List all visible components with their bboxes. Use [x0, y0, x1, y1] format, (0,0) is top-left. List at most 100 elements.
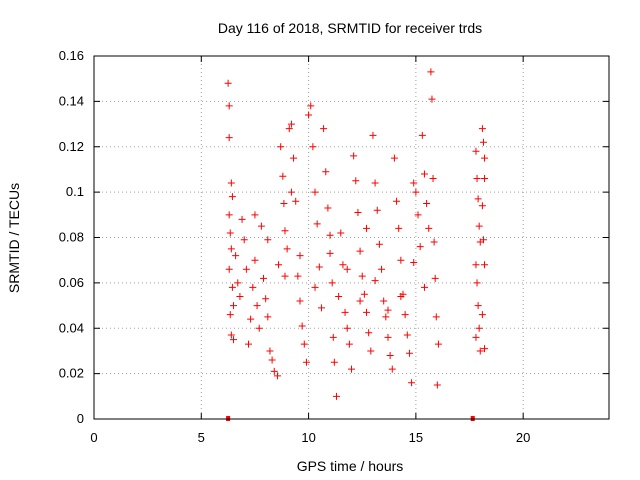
data-point	[472, 333, 480, 341]
data-point	[356, 247, 364, 255]
data-point	[245, 340, 252, 348]
data-point	[410, 258, 418, 266]
data-point	[431, 274, 439, 282]
data-point	[363, 308, 371, 316]
data-point	[412, 188, 420, 196]
data-point	[260, 274, 268, 282]
data-point	[251, 256, 259, 264]
data-point	[420, 283, 428, 291]
data-point	[341, 308, 349, 316]
y-tick-label: 0.02	[59, 366, 84, 381]
data-point	[475, 324, 483, 332]
data-point	[228, 193, 236, 201]
data-point	[337, 229, 345, 237]
data-point	[384, 333, 392, 341]
data-point	[475, 222, 483, 230]
data-point	[249, 283, 257, 291]
y-tick-label: 0.16	[59, 48, 84, 63]
data-point	[350, 152, 358, 160]
data-point	[397, 256, 405, 264]
data-point	[371, 277, 379, 285]
data-point	[356, 297, 364, 305]
x-axis-label: GPS time / hours	[297, 458, 404, 474]
data-point	[292, 197, 300, 205]
axis-ticks: 0 0.02 0.04 0.06 0.08 0.1 0.12 0.14 0.16 0 5 10 15 20	[59, 48, 609, 445]
x-tick-label: 10	[301, 430, 315, 445]
data-point	[397, 292, 405, 300]
data-point	[287, 120, 295, 128]
data-point	[367, 347, 375, 355]
data-point	[373, 206, 381, 214]
data-point	[339, 261, 347, 269]
data-point	[290, 154, 298, 162]
data-point	[416, 243, 424, 251]
data-point	[352, 177, 360, 185]
data-point	[283, 245, 291, 253]
data-point	[225, 265, 233, 273]
data-point	[315, 263, 323, 271]
data-point	[481, 154, 489, 162]
data-point	[326, 231, 334, 239]
data-point	[371, 179, 379, 187]
data-point	[478, 202, 486, 210]
data-point	[322, 168, 330, 176]
data-point	[348, 365, 355, 373]
data-point	[296, 252, 304, 260]
data-point	[279, 172, 287, 180]
data-point	[481, 345, 489, 353]
data-point	[281, 272, 289, 280]
data-point	[358, 272, 366, 280]
data-point	[247, 315, 255, 323]
x-tick-label: 15	[409, 430, 423, 445]
y-tick-label: 0.12	[59, 139, 84, 154]
data-point	[474, 302, 482, 310]
data-point	[418, 131, 426, 139]
data-point	[238, 215, 246, 223]
y-tick-label: 0.06	[59, 275, 84, 290]
data-point	[474, 195, 482, 203]
data-point	[414, 211, 422, 219]
data-point	[226, 311, 234, 319]
data-point	[294, 272, 302, 280]
data-point	[378, 265, 386, 273]
data-point	[242, 265, 250, 273]
data-point	[363, 224, 371, 232]
data-point	[478, 311, 486, 319]
data-point	[326, 249, 334, 257]
data-point	[302, 358, 310, 366]
data-point	[478, 125, 486, 133]
data-point	[380, 297, 388, 305]
data-point	[298, 322, 306, 330]
data-point	[229, 302, 237, 310]
data-point	[365, 329, 373, 337]
data-point	[360, 290, 368, 298]
data-point	[432, 313, 440, 321]
y-tick-label: 0.14	[59, 93, 84, 108]
data-point	[324, 204, 332, 212]
data-point	[390, 154, 398, 162]
data-point	[251, 211, 259, 219]
y-tick-label: 0.08	[59, 230, 84, 245]
data-point	[270, 367, 278, 375]
data-point	[420, 170, 428, 178]
data-point	[309, 143, 317, 151]
data-point	[335, 292, 343, 300]
data-point	[226, 229, 234, 237]
data-point	[425, 224, 433, 232]
data-point	[423, 199, 431, 207]
data-point	[311, 283, 319, 291]
data-point	[434, 340, 442, 348]
data-point	[317, 304, 325, 312]
data-point	[287, 188, 295, 196]
data-point	[401, 311, 409, 319]
data-point	[429, 175, 437, 183]
data-point	[313, 220, 321, 228]
data-point	[332, 392, 340, 400]
data-point	[234, 279, 242, 287]
data-point	[430, 238, 438, 246]
data-points	[224, 68, 489, 400]
data-point	[479, 138, 487, 146]
data-point	[386, 351, 394, 359]
x-tick-label: 20	[516, 430, 530, 445]
data-point	[257, 222, 265, 230]
